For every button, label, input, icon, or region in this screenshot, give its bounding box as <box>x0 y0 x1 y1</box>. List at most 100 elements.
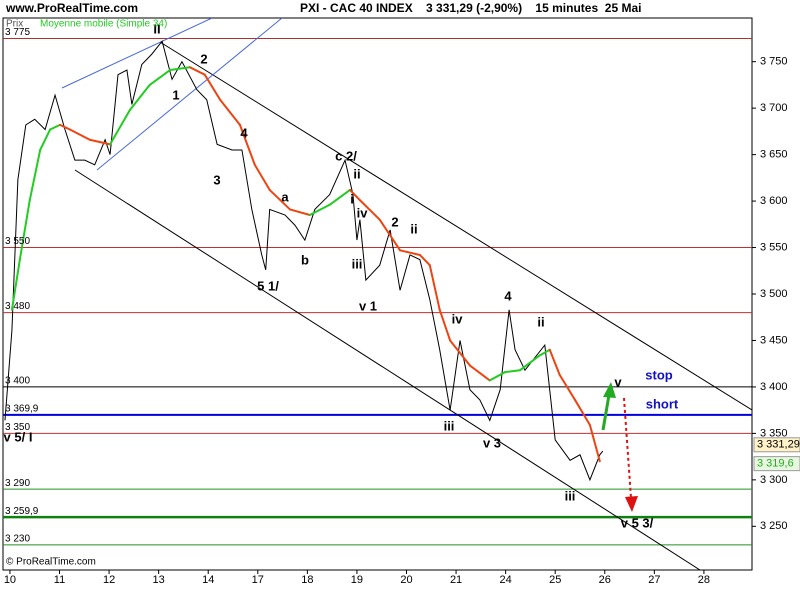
ma-segment <box>548 348 561 376</box>
wave-label: v 5/ I <box>4 429 33 444</box>
x-tick-label: 14 <box>202 574 214 586</box>
ma-segment <box>378 218 402 252</box>
down-arrow <box>623 397 632 499</box>
ma-segment <box>588 424 601 463</box>
x-tick-label: 28 <box>698 574 710 586</box>
x-tick-label: 12 <box>103 574 115 586</box>
x-tick-label: 24 <box>500 574 512 586</box>
y-tick-label: 3 350 <box>760 427 788 439</box>
wave-label: 4 <box>240 125 248 140</box>
ma-segment <box>519 354 541 372</box>
wave-label: iv <box>357 205 369 220</box>
y-tick-label: 3 650 <box>760 149 788 161</box>
wave-label: ii <box>353 166 360 181</box>
ma-segment <box>109 109 131 146</box>
ma-segment <box>59 123 71 131</box>
ma-segment <box>203 73 222 101</box>
x-tick-label: 27 <box>648 574 660 586</box>
x-tick-label: 10 <box>4 574 16 586</box>
ma-segment <box>289 208 311 217</box>
wave-label: 3 <box>213 172 220 187</box>
y-tick-label: 3 250 <box>760 520 788 532</box>
legend-entry: Moyenne mobile (Simple 34) <box>40 19 167 30</box>
level-label: 3 775 <box>5 27 30 38</box>
last-value-box <box>753 456 800 472</box>
ma-segment <box>28 148 42 202</box>
x-tick-label: 19 <box>351 574 363 586</box>
plot-frame <box>2 17 753 571</box>
wave-label: 2 <box>200 51 207 66</box>
ma-segment <box>468 364 491 382</box>
level-label: 3 400 <box>5 376 30 387</box>
y-tick-label: 3 400 <box>760 381 788 393</box>
wave-label: a <box>281 189 289 204</box>
x-tick-label: 20 <box>400 574 412 586</box>
wave-label: ii <box>537 314 544 329</box>
ma-segment <box>358 199 381 221</box>
up-arrow <box>601 394 611 431</box>
up-arrow-head <box>603 382 616 398</box>
price-line <box>4 40 604 482</box>
wave-label: iii <box>444 418 455 433</box>
y-tick-label: 3 700 <box>760 102 788 114</box>
site-header: www.ProRealTime.com <box>5 1 138 15</box>
footer: © ProRealTime.com <box>6 557 96 568</box>
y-tick-label: 3 600 <box>760 195 788 207</box>
ma-segment <box>238 123 256 166</box>
y-tick-label: 3 450 <box>760 334 788 346</box>
ma-segment <box>10 258 21 311</box>
ma-segment <box>219 98 241 126</box>
chart-title: PXI - CAC 40 INDEX 3 331,29 (-2,90%) 15 … <box>300 1 641 15</box>
x-tick-label: 18 <box>301 574 313 586</box>
ma-segment <box>428 264 441 311</box>
y-tick-label: 3 550 <box>760 241 788 253</box>
ma-segment <box>68 128 91 141</box>
wedge-upper <box>61 18 213 89</box>
ma-segment <box>188 66 206 76</box>
ma-segment <box>88 138 112 146</box>
series-label: Prix <box>6 19 23 30</box>
ma-segment <box>308 203 331 217</box>
series <box>4 40 604 482</box>
last-value-box <box>753 437 800 453</box>
x-tick-label: 25 <box>549 574 561 586</box>
ma-segment <box>328 188 351 206</box>
wave-label: iii <box>352 256 363 271</box>
wave-label: 2 <box>391 214 398 229</box>
wave-label: i <box>350 191 354 206</box>
wave-label: v 5 3/ <box>621 515 654 530</box>
y-tick-label: 3 750 <box>760 56 788 68</box>
ma-segment <box>39 128 52 151</box>
wedge-lower <box>96 18 283 171</box>
level-label: 3 550 <box>5 236 30 247</box>
x-tick-label: 26 <box>599 574 611 586</box>
level-label: 3 369,9 <box>5 404 39 415</box>
y-tick-label: 3 500 <box>760 288 788 300</box>
wave-label: 4 <box>504 288 512 303</box>
ma-segment <box>49 123 62 131</box>
annotations: II 2 1 4 3 a b 5 1/ c 2/ ii i iv iii v 1… <box>4 21 679 530</box>
wave-label: v <box>614 374 622 389</box>
level-label: 3 350 <box>5 422 30 433</box>
level-label: 3 290 <box>5 478 30 489</box>
wave-label: 1 <box>172 87 179 102</box>
wave-label: b <box>301 252 309 267</box>
level-label: 3 259,9 <box>5 506 39 517</box>
ma-segment <box>438 308 452 342</box>
stop-label: stop <box>645 367 673 382</box>
last-value-label: 3 331,29 <box>757 439 800 451</box>
wave-label: 5 1/ <box>257 278 279 293</box>
last-value-label: 3 319,6 <box>757 458 794 470</box>
ma-segment <box>449 339 471 367</box>
short-label: short <box>646 396 679 411</box>
wave-label: II <box>153 21 160 36</box>
ma-segment <box>253 163 271 191</box>
wave-label: ii <box>410 221 417 236</box>
x-tick-label: 21 <box>450 574 462 586</box>
level-label: 3 230 <box>5 534 30 545</box>
ma-segment <box>169 66 191 72</box>
ma-segment <box>504 369 522 374</box>
ma-segment <box>268 188 292 211</box>
wave-label: v 3 <box>483 435 501 450</box>
